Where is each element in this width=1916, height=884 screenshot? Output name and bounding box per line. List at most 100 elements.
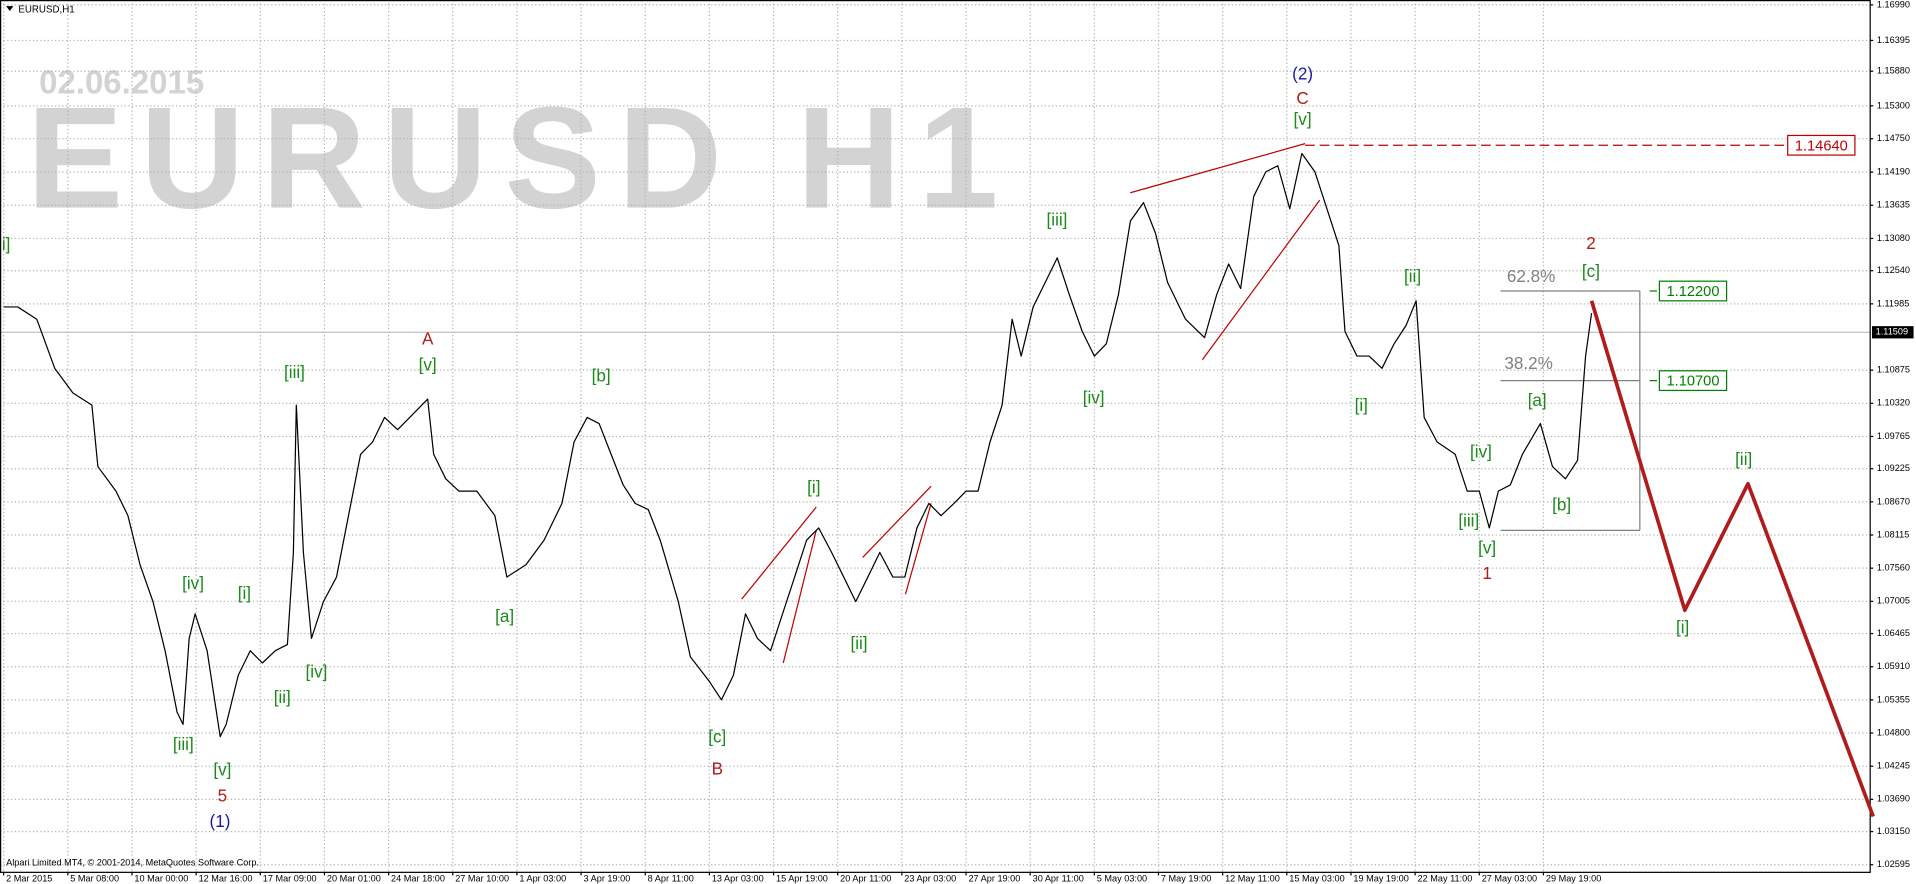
y-tick-label: 1.04800 xyxy=(1877,727,1910,737)
y-tick-label: 1.14190 xyxy=(1877,167,1910,177)
wave-label: [v] xyxy=(419,354,437,374)
y-tick-label: 1.16990 xyxy=(1877,0,1910,9)
level-box xyxy=(1658,370,1728,392)
y-tick-label: 1.04245 xyxy=(1877,761,1910,771)
wave-label: [ii] xyxy=(1404,266,1421,286)
wave-label: (1) xyxy=(210,811,231,831)
x-tick-label: 12 May 11:00 xyxy=(1225,873,1280,883)
level-label: 1.14640 xyxy=(1795,138,1848,154)
plot: 1.14640 1.12200 1.10700 i] [iv] [i] [iii] [ii] [… xyxy=(2,63,1875,831)
x-tick-label: 8 Apr 11:00 xyxy=(648,873,694,883)
wave-label: [i] xyxy=(238,583,251,603)
trendline xyxy=(1130,143,1306,194)
wave-label: [v] xyxy=(1294,109,1312,129)
x-tick-label: 20 Mar 01:00 xyxy=(327,873,381,883)
x-tick-label: 1 Apr 03:00 xyxy=(519,873,566,883)
x-tick-label: 20 Apr 11:00 xyxy=(840,873,891,883)
wave-label: i] xyxy=(2,234,11,254)
y-tick-label: 1.07005 xyxy=(1877,596,1910,606)
y-tick-label: 1.08670 xyxy=(1877,496,1910,506)
wave-label: [v] xyxy=(213,760,231,780)
x-tick-label: 10 Mar 00:00 xyxy=(134,873,188,883)
x-tick-label: 12 Mar 16:00 xyxy=(199,873,253,883)
y-tick-label: 1.09225 xyxy=(1877,463,1910,473)
wave-label: [b] xyxy=(1552,494,1571,514)
wave-label: [iii] xyxy=(1047,210,1068,230)
y-tick-label: 1.08115 xyxy=(1877,529,1909,539)
y-tick-label: 1.10320 xyxy=(1877,398,1910,408)
grid xyxy=(0,0,1870,872)
x-tick-label: 19 May 19:00 xyxy=(1353,873,1408,883)
wave-label: C xyxy=(1296,88,1308,108)
wave-label: [iii] xyxy=(1458,510,1479,530)
x-tick-label: 15 Apr 19:00 xyxy=(776,873,828,883)
trendline xyxy=(741,506,817,600)
wave-label: (2) xyxy=(1292,63,1313,83)
y-tick-label: 1.10875 xyxy=(1877,365,1910,375)
watermark-date: 02.06.2015 xyxy=(39,64,204,101)
trendline xyxy=(904,503,932,595)
footer: Alpari Limited MT4, © 2001-2014, MetaQuo… xyxy=(6,858,259,868)
chart-title: EURUSD,H1 xyxy=(18,4,74,15)
wave-label: [iv] xyxy=(1470,442,1492,462)
trendline xyxy=(1201,199,1321,361)
wave-label: [v] xyxy=(1478,537,1496,557)
wave-label: 5 xyxy=(218,785,228,805)
x-tick-label: 17 Mar 09:00 xyxy=(263,873,317,883)
y-tick-label: 1.16395 xyxy=(1877,35,1910,45)
x-tick-label: 30 Apr 11:00 xyxy=(1033,873,1084,883)
wave-label: [iv] xyxy=(306,661,328,681)
wave-label: [i] xyxy=(1355,395,1368,415)
x-tick-label: 5 Mar 08:00 xyxy=(70,873,119,883)
y-tick-label: 1.03150 xyxy=(1877,826,1910,836)
current-price-box xyxy=(1872,326,1914,339)
x-tick-label: 24 Mar 18:00 xyxy=(391,873,445,883)
wave-label: [ii] xyxy=(274,687,291,707)
level-box xyxy=(1787,134,1856,156)
trendlines xyxy=(741,143,1321,664)
wave-label: [c] xyxy=(708,726,726,746)
wave-label: [iii] xyxy=(284,362,305,382)
wave-label: 1 xyxy=(1482,563,1492,583)
wave-label: [c] xyxy=(1582,261,1600,281)
y-tick-label: 1.05910 xyxy=(1877,661,1910,671)
level-label: 1.10700 xyxy=(1667,374,1720,390)
fib-box xyxy=(1500,290,1641,532)
wave-label: [ii] xyxy=(850,633,867,653)
y-tick-label: 1.13635 xyxy=(1877,200,1910,210)
y-tick-label: 1.13080 xyxy=(1877,233,1910,243)
wave-label: [iv] xyxy=(182,573,204,593)
wave-label: [iv] xyxy=(1083,388,1105,408)
wave-label: 62.8% xyxy=(1507,266,1555,286)
level-label: 1.12200 xyxy=(1667,284,1720,300)
menu-arrow[interactable] xyxy=(6,6,14,12)
trendline xyxy=(782,530,817,664)
wave-label: [i] xyxy=(807,477,820,497)
y-tick-label: 1.14750 xyxy=(1877,133,1910,143)
price-line xyxy=(3,152,1593,738)
wave-label: [a] xyxy=(495,606,514,626)
level-box xyxy=(1658,280,1728,302)
y-tick-label: 1.11985 xyxy=(1877,298,1909,308)
forecast-line xyxy=(1589,300,1875,818)
y-tick-label: 1.12540 xyxy=(1877,265,1910,275)
wave-label: A xyxy=(422,329,434,349)
wave-label: [b] xyxy=(592,365,611,385)
y-tick-label: 1.09765 xyxy=(1877,431,1910,441)
current-price-label: 1.11509 xyxy=(1876,327,1908,337)
y-tick-label: 1.05355 xyxy=(1877,694,1910,704)
x-tick-label: 27 Apr 19:00 xyxy=(968,873,1020,883)
y-tick-label: 1.03690 xyxy=(1877,794,1910,804)
wave-label: [iii] xyxy=(173,734,194,754)
x-tick-label: 7 May 19:00 xyxy=(1161,873,1211,883)
x-tick-label: 29 May 19:00 xyxy=(1546,873,1601,883)
wave-label: B xyxy=(712,758,723,778)
wave-label: [a] xyxy=(1528,390,1547,410)
y-tick-label: 1.06465 xyxy=(1877,628,1910,638)
x-tick-label: 27 May 03:00 xyxy=(1482,873,1537,883)
x-tick-label: 15 May 03:00 xyxy=(1289,873,1344,883)
x-tick-label: 5 May 03:00 xyxy=(1097,873,1147,883)
wave-label: 2 xyxy=(1586,233,1596,253)
wave-label: 38.2% xyxy=(1504,353,1552,373)
